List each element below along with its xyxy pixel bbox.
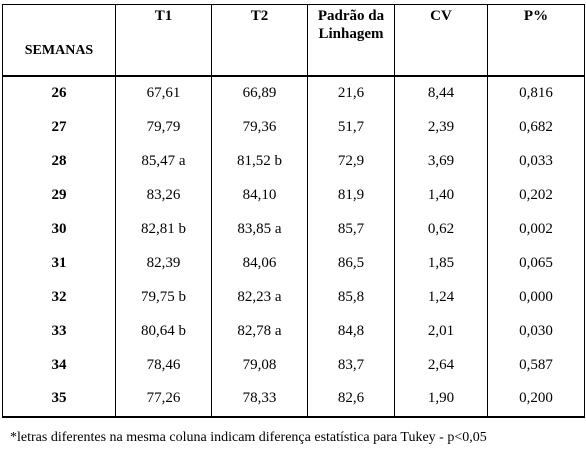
cell-semana: 30	[2, 212, 116, 247]
header-label: Padrão da Linhagem	[317, 8, 385, 42]
header-label: T2	[250, 8, 269, 24]
table-row: 28 85,47 a 81,52 b 72,9 3,69 0,033	[2, 144, 585, 179]
cell-padrao: 81,9	[307, 178, 395, 213]
cell-cv: 0,62	[394, 212, 488, 247]
header-t1: T1	[115, 4, 212, 76]
cell-semana: 32	[2, 280, 116, 315]
cell-t1: 80,64 b	[115, 314, 212, 349]
cell-t2: 66,89	[211, 76, 308, 111]
cell-t2: 81,52 b	[211, 144, 308, 179]
cell-t1: 67,61	[115, 76, 212, 111]
cell-cv: 2,01	[394, 314, 488, 349]
table-row: 35 77,26 78,33 82,6 1,90 0,200	[2, 382, 585, 418]
cell-padrao: 82,6	[307, 382, 395, 418]
table-row: 34 78,46 79,08 83,7 2,64 0,587	[2, 348, 585, 383]
cell-semana: 35	[2, 382, 116, 418]
cell-p: 0,000	[487, 280, 585, 315]
cell-semana: 28	[2, 144, 116, 179]
cell-t2: 82,78 a	[211, 314, 308, 349]
cell-cv: 8,44	[394, 76, 488, 111]
cell-t1: 79,75 b	[115, 280, 212, 315]
header-label: P%	[523, 8, 549, 24]
data-table: SEMANAS T1 T2 Padrão da Linhagem CV P% 2…	[2, 4, 585, 418]
table-row: 29 83,26 84,10 81,9 1,40 0,202	[2, 178, 585, 213]
cell-semana: 29	[2, 178, 116, 213]
header-label: SEMANAS	[24, 43, 94, 58]
header-cv: CV	[394, 4, 488, 76]
footnote: *letras diferentes na mesma coluna indic…	[10, 430, 487, 445]
cell-t1: 82,81 b	[115, 212, 212, 247]
cell-cv: 3,69	[394, 144, 488, 179]
cell-t2: 84,06	[211, 246, 308, 281]
cell-t1: 85,47 a	[115, 144, 212, 179]
cell-cv: 2,39	[394, 110, 488, 145]
cell-p: 0,030	[487, 314, 585, 349]
table-row: 27 79,79 79,36 51,7 2,39 0,682	[2, 110, 585, 145]
cell-padrao: 85,8	[307, 280, 395, 315]
cell-p: 0,200	[487, 382, 585, 418]
cell-p: 0,682	[487, 110, 585, 145]
table-row: 30 82,81 b 83,85 a 85,7 0,62 0,002	[2, 212, 585, 247]
cell-t2: 79,36	[211, 110, 308, 145]
cell-t1: 77,26	[115, 382, 212, 418]
cell-p: 0,002	[487, 212, 585, 247]
cell-cv: 1,24	[394, 280, 488, 315]
cell-padrao: 51,7	[307, 110, 395, 145]
cell-padrao: 84,8	[307, 314, 395, 349]
cell-t1: 83,26	[115, 178, 212, 213]
table-row: 32 79,75 b 82,23 a 85,8 1,24 0,000	[2, 280, 585, 315]
cell-padrao: 83,7	[307, 348, 395, 383]
header-semanas: SEMANAS	[2, 4, 116, 76]
cell-t2: 82,23 a	[211, 280, 308, 315]
cell-semana: 27	[2, 110, 116, 145]
cell-padrao: 85,7	[307, 212, 395, 247]
header-t2: T2	[211, 4, 308, 76]
cell-p: 0,816	[487, 76, 585, 111]
cell-cv: 2,64	[394, 348, 488, 383]
header-label: T1	[154, 8, 173, 24]
header-row: SEMANAS T1 T2 Padrão da Linhagem CV P%	[2, 4, 585, 76]
cell-t2: 84,10	[211, 178, 308, 213]
table-row: 26 67,61 66,89 21,6 8,44 0,816	[2, 76, 585, 111]
cell-padrao: 72,9	[307, 144, 395, 179]
cell-padrao: 21,6	[307, 76, 395, 111]
cell-t1: 79,79	[115, 110, 212, 145]
cell-t2: 83,85 a	[211, 212, 308, 247]
cell-cv: 1,85	[394, 246, 488, 281]
cell-t1: 78,46	[115, 348, 212, 383]
table-row: 31 82,39 84,06 86,5 1,85 0,065	[2, 246, 585, 281]
cell-p: 0,033	[487, 144, 585, 179]
header-label: CV	[430, 8, 452, 24]
cell-t2: 79,08	[211, 348, 308, 383]
cell-t1: 82,39	[115, 246, 212, 281]
cell-cv: 1,40	[394, 178, 488, 213]
cell-t2: 78,33	[211, 382, 308, 418]
cell-cv: 1,90	[394, 382, 488, 418]
cell-semana: 26	[2, 76, 116, 111]
cell-semana: 31	[2, 246, 116, 281]
header-padrao: Padrão da Linhagem	[307, 4, 395, 76]
cell-semana: 33	[2, 314, 116, 349]
cell-p: 0,065	[487, 246, 585, 281]
cell-padrao: 86,5	[307, 246, 395, 281]
cell-semana: 34	[2, 348, 116, 383]
cell-p: 0,587	[487, 348, 585, 383]
cell-p: 0,202	[487, 178, 585, 213]
header-p: P%	[487, 4, 585, 76]
table-row: 33 80,64 b 82,78 a 84,8 2,01 0,030	[2, 314, 585, 349]
